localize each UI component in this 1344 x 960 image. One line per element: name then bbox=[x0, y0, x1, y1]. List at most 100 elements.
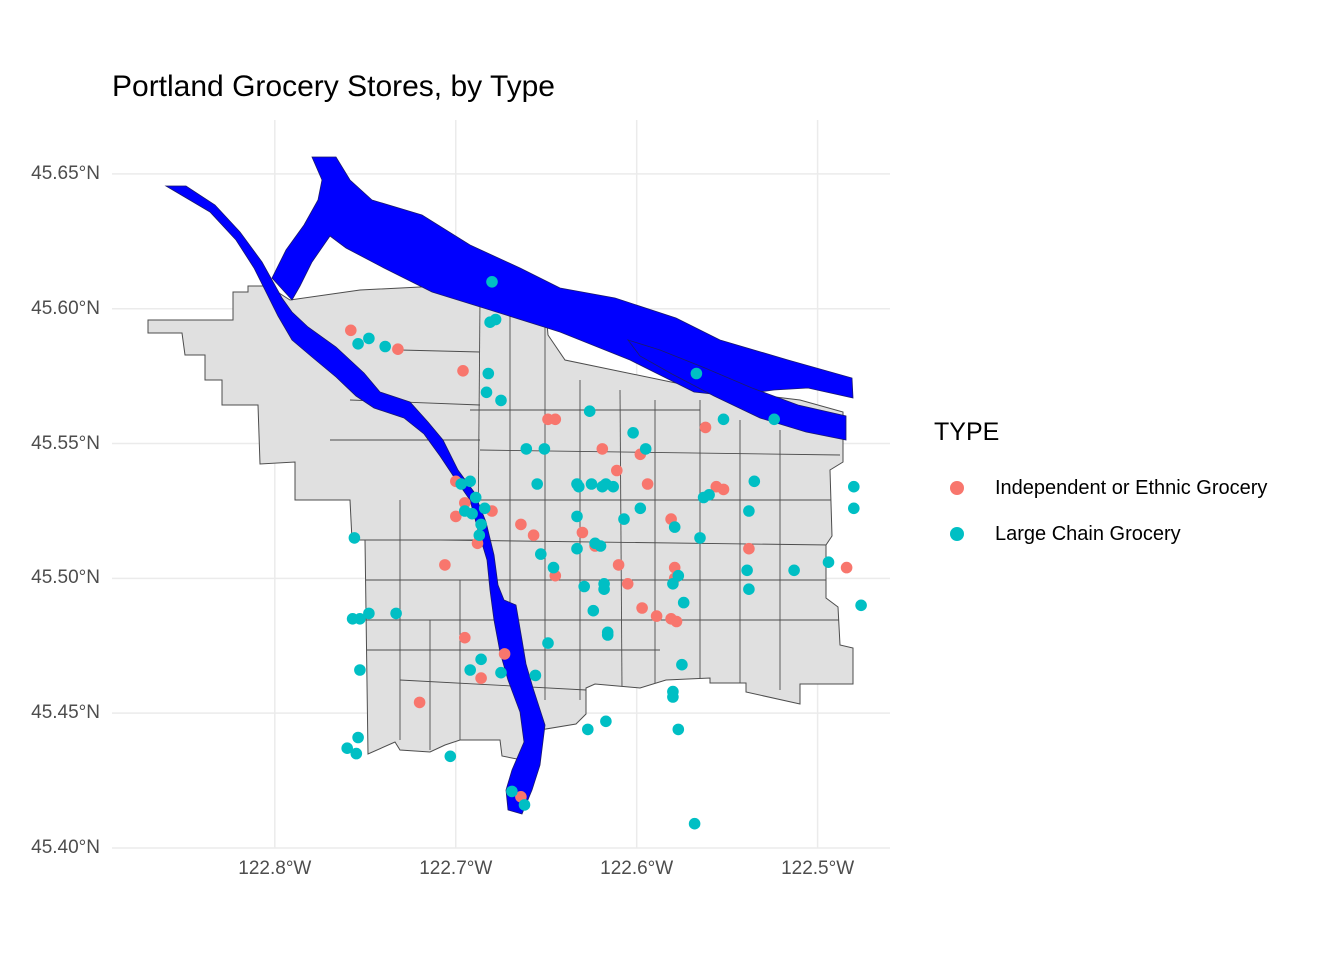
chain-grocery-point bbox=[482, 367, 495, 380]
independent-grocery-point bbox=[650, 610, 663, 622]
y-tick-label: 45.60°N bbox=[31, 297, 100, 319]
chain-grocery-point bbox=[473, 529, 486, 541]
independent-grocery-point bbox=[413, 696, 426, 709]
independent-grocery-point bbox=[459, 631, 471, 644]
neighborhood-border bbox=[399, 349, 481, 353]
chain-grocery-point bbox=[350, 747, 363, 760]
chain-grocery-point bbox=[390, 607, 402, 620]
chain-grocery-point bbox=[667, 578, 679, 590]
chain-grocery-point bbox=[480, 386, 493, 399]
chain-grocery-point bbox=[571, 542, 583, 555]
chain-grocery-point bbox=[495, 666, 507, 679]
legend-item-chain: Large Chain Grocery bbox=[934, 511, 1267, 557]
chain-grocery-point bbox=[688, 817, 701, 830]
chain-grocery-point bbox=[469, 491, 482, 504]
y-tick-label: 45.55°N bbox=[31, 432, 100, 454]
chain-grocery-point bbox=[717, 413, 730, 426]
legend-key-independent bbox=[950, 481, 964, 495]
chain-grocery-point bbox=[348, 532, 361, 544]
chain-grocery-point bbox=[520, 443, 533, 455]
city-land-area bbox=[147, 285, 854, 761]
y-tick-label: 45.40°N bbox=[31, 837, 100, 858]
chain-grocery-point bbox=[822, 556, 835, 568]
independent-grocery-point bbox=[699, 421, 712, 434]
independent-grocery-point bbox=[392, 343, 404, 356]
chain-grocery-point bbox=[478, 502, 491, 515]
neighborhood-border bbox=[399, 679, 587, 691]
chain-grocery-point bbox=[667, 691, 679, 703]
y-tick-label: 45.45°N bbox=[31, 702, 100, 724]
chain-grocery-point bbox=[598, 578, 610, 590]
independent-grocery-point bbox=[621, 578, 634, 590]
chain-grocery-point bbox=[582, 723, 594, 736]
neighborhood-borders bbox=[330, 299, 853, 750]
chain-grocery-point bbox=[627, 427, 639, 439]
chain-grocery-point bbox=[455, 478, 468, 490]
chain-grocery-point bbox=[475, 653, 487, 666]
chain-grocery-point bbox=[855, 599, 867, 612]
chain-grocery-point bbox=[677, 596, 690, 609]
independent-grocery-point bbox=[576, 526, 589, 539]
neighborhood-border bbox=[619, 389, 623, 691]
chain-grocery-point bbox=[506, 785, 518, 798]
legend-item-independent: Independent or Ethnic Grocery bbox=[934, 465, 1267, 511]
independent-grocery-point bbox=[450, 510, 462, 523]
chain-grocery-point bbox=[694, 532, 706, 544]
chain-grocery-point bbox=[848, 480, 860, 493]
chain-grocery-point bbox=[475, 518, 487, 531]
chain-grocery-point bbox=[690, 367, 703, 380]
chain-grocery-point bbox=[743, 583, 755, 595]
independent-grocery-point bbox=[475, 672, 487, 684]
chain-grocery-point bbox=[547, 561, 560, 574]
chain-grocery-point bbox=[748, 475, 761, 488]
chain-grocery-point bbox=[495, 394, 507, 407]
chain-grocery-point bbox=[768, 413, 780, 426]
chain-grocery-point bbox=[354, 664, 366, 676]
legend: TYPE Independent or Ethnic Grocery Large… bbox=[934, 418, 1267, 557]
legend-key-chain bbox=[950, 527, 964, 541]
chain-grocery-point bbox=[578, 580, 590, 593]
chain-grocery-point bbox=[676, 658, 688, 671]
independent-grocery-point bbox=[743, 542, 755, 555]
chain-grocery-point bbox=[697, 491, 710, 504]
chain-grocery-point bbox=[466, 507, 478, 520]
independent-grocery-point bbox=[549, 413, 562, 426]
chain-grocery-point bbox=[607, 480, 619, 493]
independent-grocery-point bbox=[596, 443, 609, 455]
y-tick-label: 45.50°N bbox=[31, 567, 100, 589]
columbia-slough bbox=[626, 339, 847, 441]
x-tick-label: 122.7°W bbox=[419, 858, 493, 879]
chain-grocery-point bbox=[352, 731, 364, 744]
independent-grocery-point bbox=[612, 559, 625, 571]
chain-grocery-point bbox=[542, 637, 554, 649]
chain-grocery-point bbox=[529, 669, 542, 682]
independent-grocery-point bbox=[641, 478, 654, 490]
chain-grocery-point bbox=[538, 443, 551, 455]
chain-grocery-point bbox=[672, 723, 685, 736]
willamette-river bbox=[164, 185, 546, 815]
chain-grocery-point bbox=[573, 480, 585, 493]
chain-grocery-point bbox=[594, 540, 607, 552]
chain-grocery-point bbox=[489, 313, 502, 326]
chain-grocery-point bbox=[535, 548, 547, 560]
legend-label-independent: Independent or Ethnic Grocery bbox=[995, 476, 1268, 499]
x-tick-label: 122.6°W bbox=[600, 858, 674, 879]
chain-grocery-point bbox=[379, 340, 392, 353]
x-tick-label: 122.5°W bbox=[781, 858, 855, 879]
chain-grocery-point bbox=[741, 564, 753, 577]
y-tick-label: 45.65°N bbox=[31, 162, 100, 184]
chain-grocery-point bbox=[352, 338, 364, 350]
independent-grocery-point bbox=[345, 324, 357, 337]
chain-grocery-point bbox=[587, 604, 600, 617]
independent-grocery-point bbox=[636, 602, 648, 614]
chain-grocery-point bbox=[363, 332, 375, 345]
chain-grocery-point bbox=[848, 502, 860, 515]
independent-grocery-point bbox=[611, 464, 623, 477]
chain-grocery-point bbox=[583, 405, 596, 418]
chain-grocery-point bbox=[363, 607, 375, 620]
chain-grocery-point bbox=[600, 715, 612, 728]
chain-grocery-point bbox=[571, 510, 583, 523]
independent-grocery-point bbox=[717, 483, 730, 496]
chain-grocery-point bbox=[601, 629, 614, 641]
